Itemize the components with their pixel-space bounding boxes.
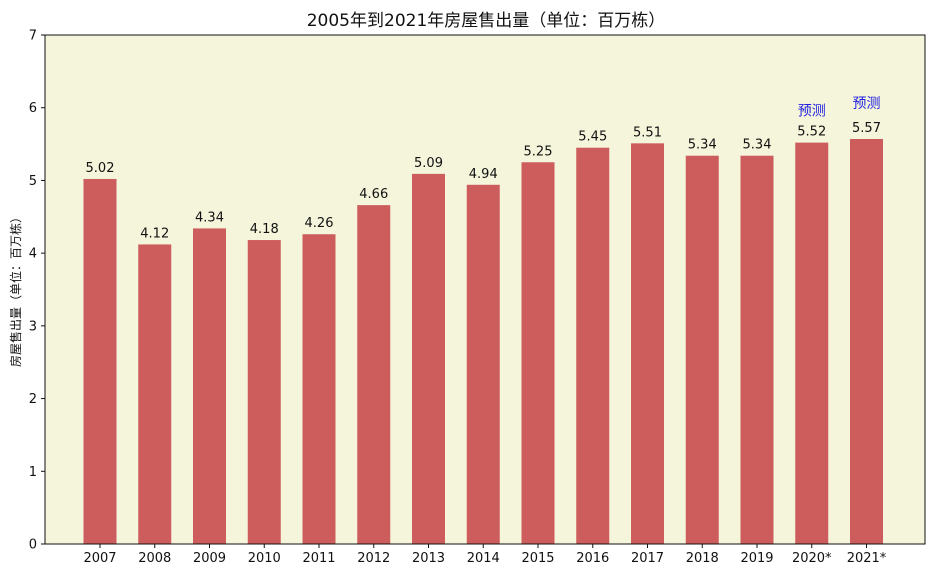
y-tick-label: 4 [29,247,37,262]
bar-value-label: 5.09 [414,156,443,171]
x-tick-label: 2007 [83,551,116,566]
bar-2008 [138,244,172,545]
y-tick-label: 3 [29,319,37,334]
x-tick-label: 2009 [193,551,226,566]
x-tick-label: 2015 [521,551,554,566]
bar-value-label: 4.18 [250,222,279,237]
forecast-annotation: 预测 [853,96,881,112]
bar-2012 [357,205,391,544]
x-tick-label: 2019 [740,551,773,566]
bar-value-label: 5.34 [688,138,717,153]
bar-value-label: 5.51 [633,125,662,140]
bar-2010 [247,240,281,545]
bar-value-label: 4.66 [359,187,388,202]
bar-value-label: 5.45 [578,130,607,145]
bar-2007 [83,178,117,544]
bar-value-label: 5.57 [852,121,881,136]
x-tick-label: 2016 [576,551,609,566]
y-tick-label: 7 [29,29,37,44]
x-tick-label: 2017 [631,551,664,566]
x-tick-label: 2014 [467,551,500,566]
data-labels-layer: 5.02 4.12 4.34 4.18 4.26 4.66 5.09 4.94 5.25 5.45… [86,121,881,241]
x-tick-label: 2020* [792,551,832,566]
bar-2019 [740,155,774,544]
bar-2021-forecast [850,138,883,545]
bars-layer [83,138,883,545]
bar-value-label: 5.02 [86,161,115,176]
x-tick-label: 2021* [847,551,887,566]
x-tick-label: 2010 [248,551,281,566]
annotations-layer: 预测 预测 [798,96,881,120]
x-tick-label: 2012 [357,551,390,566]
bar-value-label: 4.26 [305,216,334,231]
y-tick-label: 1 [29,465,37,480]
x-tick-label: 2018 [686,551,719,566]
bar-value-label: 4.12 [140,226,169,241]
bar-value-label: 4.94 [469,167,498,182]
forecast-annotation: 预测 [798,104,826,120]
bar-2017 [631,143,664,544]
bar-2015 [521,162,555,544]
x-axis: 2007 2008 2009 2010 2011 2012 2013 2014 2015 2016… [83,544,887,566]
bar-2011 [302,234,336,545]
y-tick-label: 6 [29,101,37,116]
bar-value-label: 5.25 [524,144,553,159]
y-axis-label: 房屋售出量（单位：百万栋） [8,211,23,367]
bar-value-label: 4.34 [195,210,224,225]
bar-value-label: 5.52 [797,125,826,140]
bar-value-label: 5.34 [743,138,772,153]
bar-2016 [576,147,610,544]
bar-2020-forecast [795,142,829,544]
plot-frame [44,34,926,545]
bar-2014 [466,184,500,545]
chart-title: 2005年到2021年房屋售出量（单位：百万栋） [307,11,666,31]
bar-2013 [412,173,445,544]
bar-2009 [193,228,226,545]
y-axis: 0 1 2 3 4 5 6 7 [29,29,45,553]
x-tick-label: 2013 [412,551,445,566]
y-tick-label: 0 [29,538,37,553]
y-tick-label: 2 [29,392,37,407]
x-tick-label: 2008 [138,551,171,566]
bar-2018 [685,155,719,544]
x-tick-label: 2011 [302,551,335,566]
y-tick-label: 5 [29,174,37,189]
